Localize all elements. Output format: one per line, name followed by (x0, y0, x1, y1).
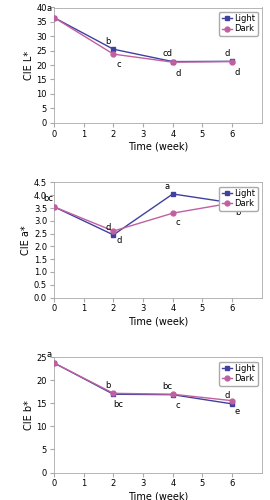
Text: bc: bc (44, 194, 54, 203)
Dark (52, 360, 56, 366)
Dark (112, 228, 115, 234)
Text: c: c (176, 218, 180, 228)
Dark (112, 51, 115, 57)
Text: bc: bc (163, 382, 173, 390)
Text: a: a (46, 4, 51, 14)
Light (52, 204, 56, 210)
Text: b: b (235, 208, 240, 217)
Text: c: c (116, 60, 121, 70)
X-axis label: Time (week): Time (week) (128, 316, 188, 326)
X-axis label: Time (week): Time (week) (128, 491, 188, 500)
Light (112, 391, 115, 397)
Text: b: b (224, 191, 230, 200)
Dark (231, 200, 234, 206)
Dark (231, 398, 234, 404)
Text: c: c (176, 400, 180, 409)
Line: Light: Light (52, 15, 235, 64)
Dark (231, 58, 234, 64)
Text: b: b (105, 37, 111, 46)
Legend: Light, Dark: Light, Dark (219, 12, 258, 36)
Light (171, 191, 174, 197)
Light (231, 401, 234, 407)
Y-axis label: CIE a*: CIE a* (21, 225, 31, 255)
Dark (171, 59, 174, 65)
Text: d: d (176, 68, 181, 78)
Dark (52, 204, 56, 210)
Legend: Light, Dark: Light, Dark (219, 362, 258, 386)
Text: d: d (116, 236, 122, 245)
Legend: Light, Dark: Light, Dark (219, 186, 258, 211)
Line: Dark: Dark (52, 360, 235, 403)
Line: Dark: Dark (52, 15, 235, 64)
Light (52, 360, 56, 366)
Y-axis label: CIE b*: CIE b* (24, 400, 34, 430)
Line: Light: Light (52, 192, 235, 238)
X-axis label: Time (week): Time (week) (128, 142, 188, 152)
Text: b: b (105, 381, 111, 390)
Text: d: d (224, 49, 230, 58)
Dark (171, 391, 174, 397)
Light (171, 58, 174, 64)
Y-axis label: CIE L*: CIE L* (24, 50, 34, 80)
Light (171, 392, 174, 398)
Light (231, 58, 234, 64)
Text: d: d (235, 68, 240, 77)
Light (52, 14, 56, 20)
Text: d: d (224, 391, 230, 400)
Text: a: a (165, 182, 170, 191)
Dark (171, 210, 174, 216)
Text: bc: bc (114, 400, 124, 409)
Light (112, 232, 115, 238)
Dark (52, 14, 56, 20)
Text: d: d (105, 223, 111, 232)
Text: a: a (46, 350, 51, 359)
Light (112, 46, 115, 52)
Line: Dark: Dark (52, 200, 235, 234)
Line: Light: Light (52, 360, 235, 406)
Dark (112, 390, 115, 396)
Text: e: e (235, 407, 240, 416)
Light (231, 200, 234, 206)
Text: cd: cd (163, 49, 173, 58)
